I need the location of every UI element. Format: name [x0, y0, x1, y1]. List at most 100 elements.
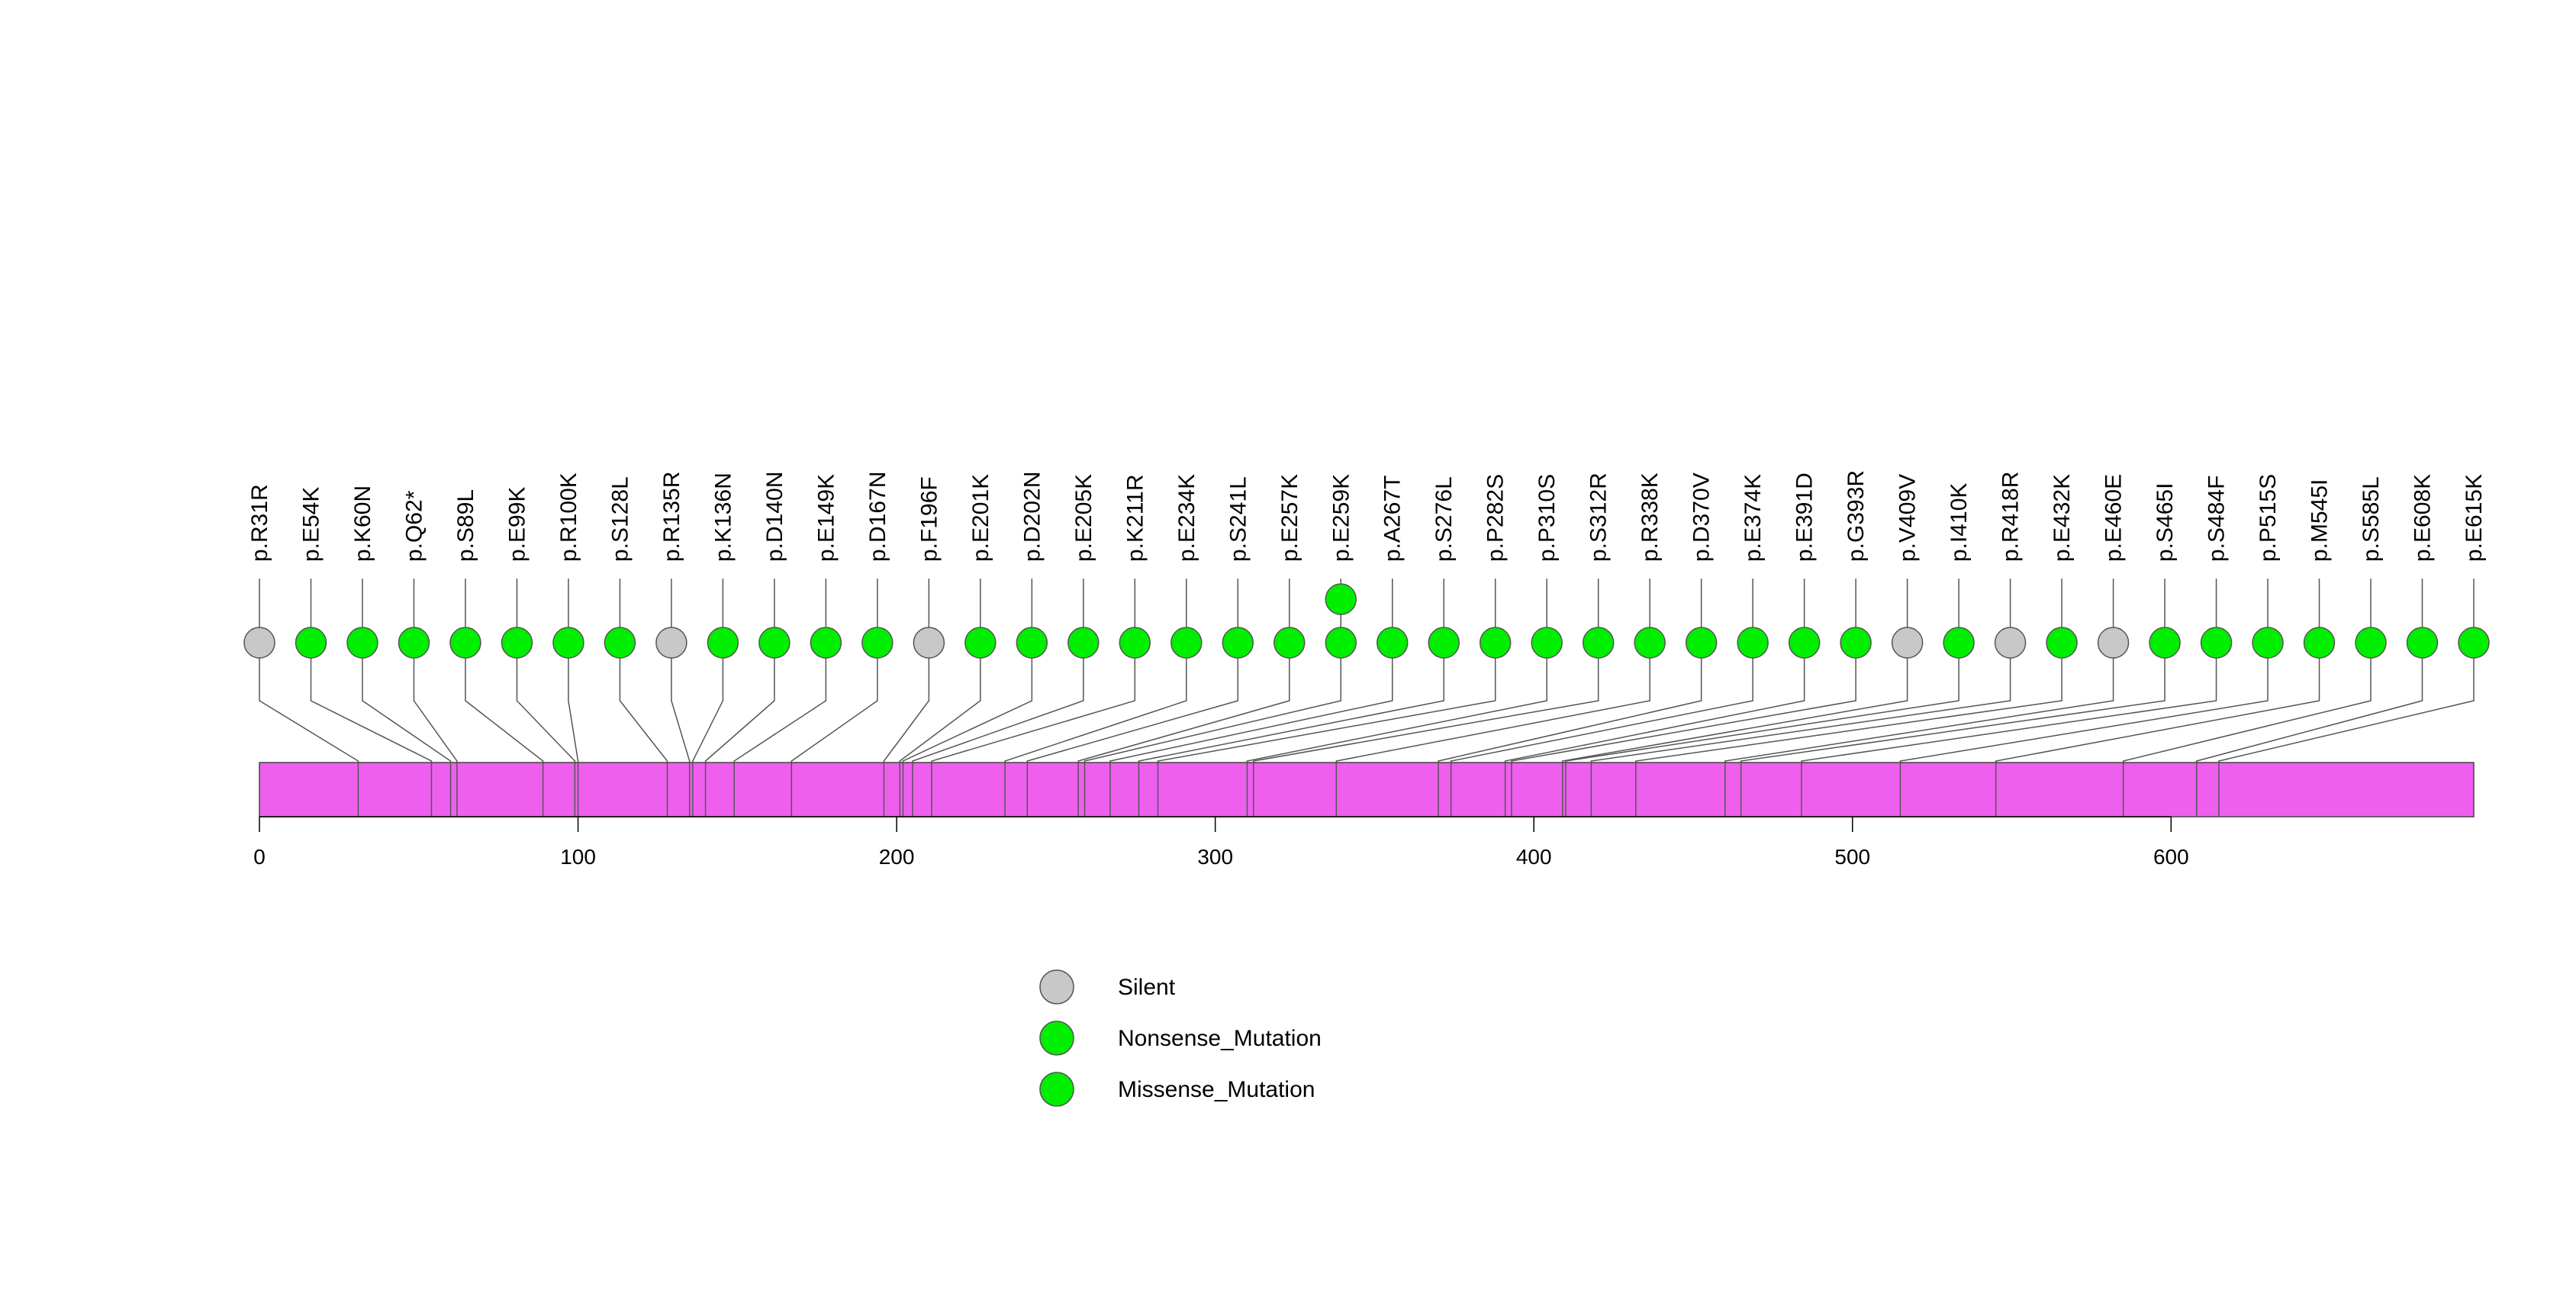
mutation-dot-p-m545i[interactable]	[2303, 627, 2336, 659]
mutation-label-p-r418r: p.R418R	[1998, 472, 2024, 562]
mutation-label-p-d370v: p.D370V	[1689, 472, 1715, 562]
mutation-dot-p-f196f[interactable]	[913, 627, 945, 659]
mutation-label-p-p282s: p.P282S	[1483, 474, 1509, 562]
mutation-dot-p-r338k[interactable]	[1634, 627, 1666, 659]
connector-p-e608k	[2195, 643, 2423, 763]
mutation-dot-p-i410k[interactable]	[1943, 627, 1975, 659]
mutation-label-p-k136n: p.K136N	[710, 472, 736, 562]
mutation-dot-p-d370v[interactable]	[1685, 627, 1718, 659]
mutation-dot-p-d167n[interactable]	[861, 627, 894, 659]
mutation-dot-p-s585l[interactable]	[2355, 627, 2387, 659]
mutation-dot-p-r135r[interactable]	[655, 627, 687, 659]
mutation-dot-p-s241l[interactable]	[1222, 627, 1254, 659]
connector-p-e259k	[1084, 643, 1342, 763]
mutation-dot-p-p515s[interactable]	[2252, 627, 2284, 659]
mutation-label-p-m545i: p.M545I	[2307, 479, 2333, 562]
mutation-dot-p-p310s[interactable]	[1531, 627, 1563, 659]
connector-p-p515s	[1899, 643, 2268, 763]
mutation-label-p-k211r: p.K211R	[1122, 474, 1148, 562]
mutation-label-p-e99k: p.E99K	[504, 487, 530, 562]
mutation-dot-p-e432k[interactable]	[2046, 627, 2078, 659]
connector-p-s465i	[1740, 643, 2165, 763]
mutation-dot-p-e257k[interactable]	[1274, 627, 1306, 659]
mutation-label-p-p515s: p.P515S	[2256, 474, 2281, 562]
mutation-dot-p-e460e[interactable]	[2097, 627, 2130, 659]
mutation-dot-p-q62star[interactable]	[398, 627, 430, 659]
connector-p-r418r	[1590, 643, 2011, 763]
mutation-label-p-e608k: p.E608K	[2410, 474, 2436, 562]
mutation-dot-p-e205k[interactable]	[1067, 627, 1100, 659]
connector-p-q62star	[413, 643, 458, 763]
connector-p-e615k	[2218, 643, 2475, 763]
mutation-dot-p-s484f[interactable]	[2200, 627, 2233, 659]
legend-swatch-silent	[1039, 969, 1074, 1005]
mutation-dot-p-s128l[interactable]	[604, 627, 636, 659]
mutation-dot-p-e259k-2[interactable]	[1325, 583, 1357, 615]
mutation-dot-p-k211r[interactable]	[1119, 627, 1151, 659]
x-tick-label-400: 400	[1516, 845, 1552, 869]
mutation-label-p-s484f: p.S484F	[2204, 476, 2230, 562]
connector-p-r338k	[1335, 643, 1650, 763]
connector-p-s241l	[1026, 643, 1239, 763]
mutation-dot-p-s465i[interactable]	[2149, 627, 2181, 659]
connector-p-k211r	[931, 643, 1136, 763]
mutation-dot-p-r100k[interactable]	[552, 627, 584, 659]
mutation-dot-p-v409v[interactable]	[1891, 627, 1924, 659]
mutation-dot-p-k136n[interactable]	[707, 627, 739, 659]
mutation-dot-p-s312r[interactable]	[1582, 627, 1615, 659]
connector-p-e391d	[1504, 643, 1805, 763]
mutation-dot-p-s276l[interactable]	[1428, 627, 1460, 659]
mutation-label-p-e205k: p.E205K	[1071, 474, 1096, 562]
mutation-label-p-g393r: p.G393R	[1843, 470, 1869, 562]
mutation-label-p-e234k: p.E234K	[1174, 474, 1199, 562]
connector-p-d370v	[1438, 643, 1702, 763]
connector-p-m545i	[1995, 643, 2320, 763]
connector-p-d140n	[704, 643, 775, 763]
mutation-label-p-a267t: p.A267T	[1380, 476, 1406, 562]
mutation-dot-p-r31r[interactable]	[243, 627, 275, 659]
mutation-dot-p-e391d[interactable]	[1788, 627, 1821, 659]
x-axis: 0 100 200 300 400 500 600	[253, 816, 2189, 869]
mutation-dot-p-r418r[interactable]	[1994, 627, 2027, 659]
mutation-label-p-d202n: p.D202N	[1019, 472, 1045, 562]
mutation-label-p-e149k: p.E149K	[813, 474, 839, 562]
mutation-dot-p-k60n[interactable]	[346, 627, 378, 659]
connector-p-s89l	[465, 643, 544, 763]
connector-p-f196f	[883, 643, 930, 763]
mutation-label-p-i410k: p.I410K	[1946, 483, 1972, 562]
mutation-dot-p-a267t[interactable]	[1376, 627, 1409, 659]
x-tick-label-200: 200	[879, 845, 915, 869]
mutation-dot-p-e259k[interactable]	[1325, 627, 1357, 659]
mutation-dot-p-e615k[interactable]	[2458, 627, 2490, 659]
connector-p-e374k	[1450, 643, 1753, 763]
mutation-dot-p-p282s[interactable]	[1479, 627, 1512, 659]
legend: Silent Nonsense_Mutation Missense_Mutation	[1039, 969, 1322, 1107]
mutation-dot-p-e149k[interactable]	[810, 627, 842, 659]
connector-p-g393r	[1511, 643, 1856, 763]
mutation-dot-p-g393r[interactable]	[1840, 627, 1872, 659]
mutation-dot-p-e201k[interactable]	[964, 627, 997, 659]
mutation-label-p-d167n: p.D167N	[865, 472, 890, 562]
connector-p-s585l	[2122, 643, 2372, 763]
mutation-label-p-r338k: p.R338K	[1637, 472, 1663, 562]
mutation-dot-p-d202n[interactable]	[1016, 627, 1048, 659]
connector-p-s276l	[1138, 643, 1444, 763]
connector-p-s312r	[1253, 643, 1599, 763]
mutation-dot-p-e99k[interactable]	[501, 627, 533, 659]
mutation-label-p-f196f: p.F196F	[916, 476, 942, 562]
connector-p-e201k	[899, 643, 981, 763]
connector-p-e54k	[310, 643, 433, 763]
mutation-label-p-s276l: p.S276L	[1431, 476, 1457, 562]
connector-p-r31r	[259, 643, 359, 763]
mutation-dot-p-e608k[interactable]	[2406, 627, 2439, 659]
connector-p-d202n	[902, 643, 1033, 763]
mutation-label-p-s465i: p.S465I	[2153, 483, 2178, 562]
mutation-dot-p-e234k[interactable]	[1170, 627, 1203, 659]
mutation-dot-p-e374k[interactable]	[1737, 627, 1769, 659]
mutation-dot-p-s89l[interactable]	[449, 627, 481, 659]
connector-p-k60n	[362, 643, 452, 763]
mutation-dot-p-d140n[interactable]	[758, 627, 791, 659]
mutation-dot-p-e54k[interactable]	[295, 627, 327, 659]
x-tick-label-600: 600	[2153, 845, 2189, 869]
